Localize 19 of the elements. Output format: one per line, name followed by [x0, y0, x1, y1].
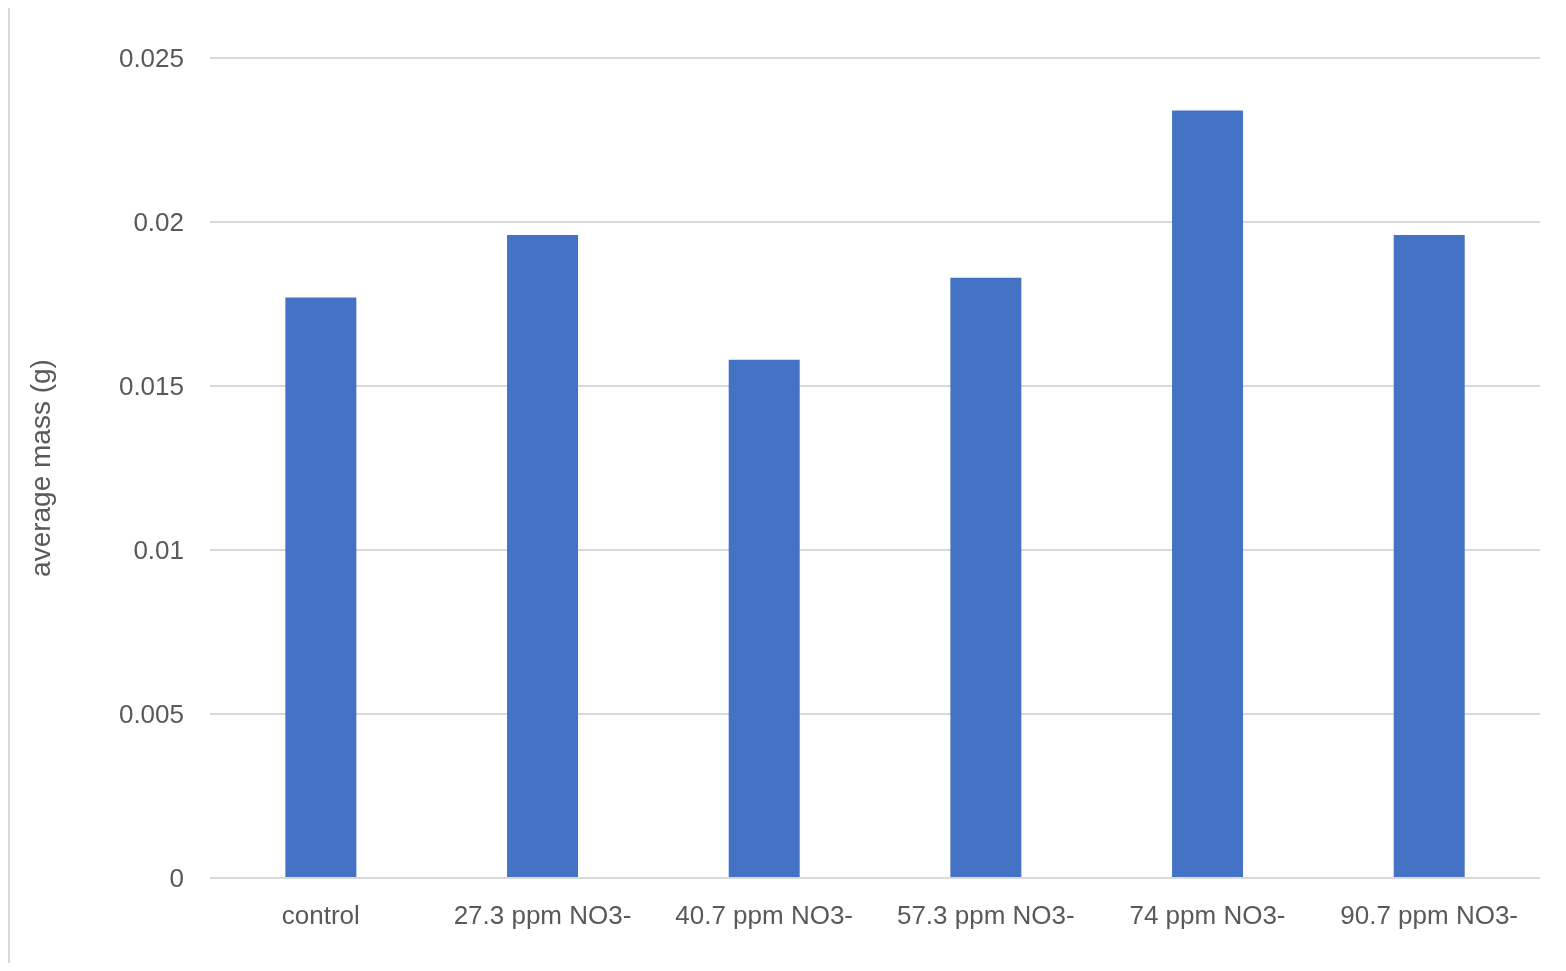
x-tick-label: control [281, 900, 360, 931]
bar [507, 235, 579, 878]
y-tick-label: 0.01 [133, 535, 184, 566]
y-tick-label: 0.02 [133, 207, 184, 238]
bar [1172, 110, 1244, 878]
x-tick-label: 74 ppm NO3- [1129, 900, 1286, 931]
y-tick-label: 0.015 [118, 371, 184, 402]
bar [950, 277, 1022, 878]
bar [285, 297, 357, 878]
x-tick-label: 27.3 ppm NO3- [453, 900, 632, 931]
y-axis-title: average mass (g) [24, 359, 56, 577]
x-tick-label: 57.3 ppm NO3- [896, 900, 1075, 931]
x-tick-label: 40.7 ppm NO3- [675, 900, 854, 931]
y-tick-label: 0 [169, 863, 184, 894]
x-tick-label: 90.7 ppm NO3- [1340, 900, 1519, 931]
y-tick-label: 0.025 [118, 43, 184, 74]
y-tick-label: 0.005 [118, 699, 184, 730]
bar [1393, 235, 1465, 878]
bar [728, 359, 800, 878]
